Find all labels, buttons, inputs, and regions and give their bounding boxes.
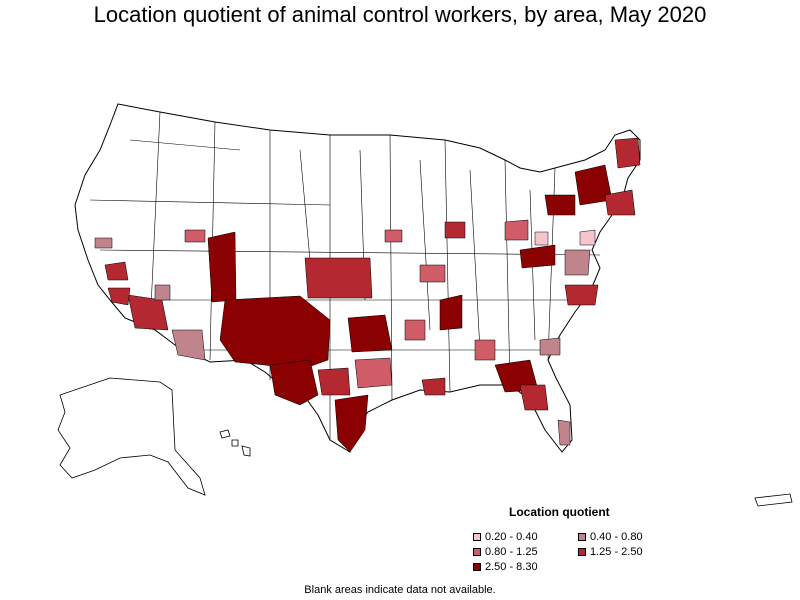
area-california-central: [104, 261, 129, 281]
area-iowa: [384, 229, 403, 243]
legend-swatch-3: [473, 548, 481, 556]
area-missouri: [419, 264, 446, 283]
hawaii: [219, 429, 251, 457]
area-maine: [614, 137, 641, 169]
legend-label-2: 0.40 - 0.80: [590, 531, 643, 543]
area-oklahoma: [347, 314, 393, 353]
legend-title: Location quotient: [509, 505, 610, 519]
area-florida-south: [557, 419, 571, 446]
legend-swatch-4: [578, 548, 586, 556]
area-texas-east: [354, 357, 393, 389]
area-maryland: [579, 229, 596, 246]
area-north-carolina: [564, 284, 599, 306]
area-kansas: [304, 257, 373, 299]
area-idaho: [184, 229, 206, 243]
area-california-south: [107, 287, 131, 306]
area-west-virginia: [534, 231, 549, 246]
shaded-areas: [94, 137, 641, 453]
legend-label-4: 1.25 - 2.50: [590, 546, 643, 558]
area-nevada-south: [154, 284, 171, 301]
area-pennsylvania: [544, 194, 576, 216]
area-virginia: [564, 249, 591, 276]
area-colorado-east: [207, 231, 237, 303]
area-wisconsin: [444, 221, 466, 239]
area-tennessee-west: [439, 294, 463, 331]
area-arizona-south: [171, 329, 206, 361]
area-louisiana: [421, 377, 446, 396]
map-title: Location quotient of animal control work…: [93, 2, 707, 27]
legend-item-5: 2.50 - 8.30: [473, 560, 538, 574]
area-alabama: [474, 339, 496, 361]
footnote: Blank areas indicate data not available.: [304, 584, 496, 596]
legend-swatch-1: [473, 533, 481, 541]
area-new-england: [604, 189, 636, 216]
legend-swatch-2: [578, 533, 586, 541]
legend-swatch-5: [473, 563, 481, 571]
area-florida-north: [519, 384, 549, 411]
legend-item-1: 0.20 - 0.40: [473, 530, 538, 544]
area-south-carolina: [539, 337, 561, 356]
legend-label-3: 0.80 - 1.25: [485, 546, 538, 558]
alaska: [57, 377, 206, 496]
area-arkansas: [404, 319, 426, 341]
legend-label-5: 2.50 - 8.30: [485, 561, 538, 573]
area-arizona: [127, 294, 169, 331]
area-ohio: [504, 219, 529, 241]
area-kentucky: [519, 244, 556, 269]
area-texas-central: [317, 367, 351, 396]
area-oregon-coast: [94, 237, 113, 249]
area-texas-coast: [334, 394, 369, 453]
legend-label-1: 0.20 - 0.40: [485, 531, 538, 543]
area-texas-west: [269, 359, 319, 406]
legend-item-2: 0.40 - 0.80: [578, 530, 643, 544]
legend-item-4: 1.25 - 2.50: [578, 545, 643, 559]
area-new-mexico: [219, 295, 331, 371]
puerto-rico: [754, 493, 793, 507]
legend-item-3: 0.80 - 1.25: [473, 545, 538, 559]
